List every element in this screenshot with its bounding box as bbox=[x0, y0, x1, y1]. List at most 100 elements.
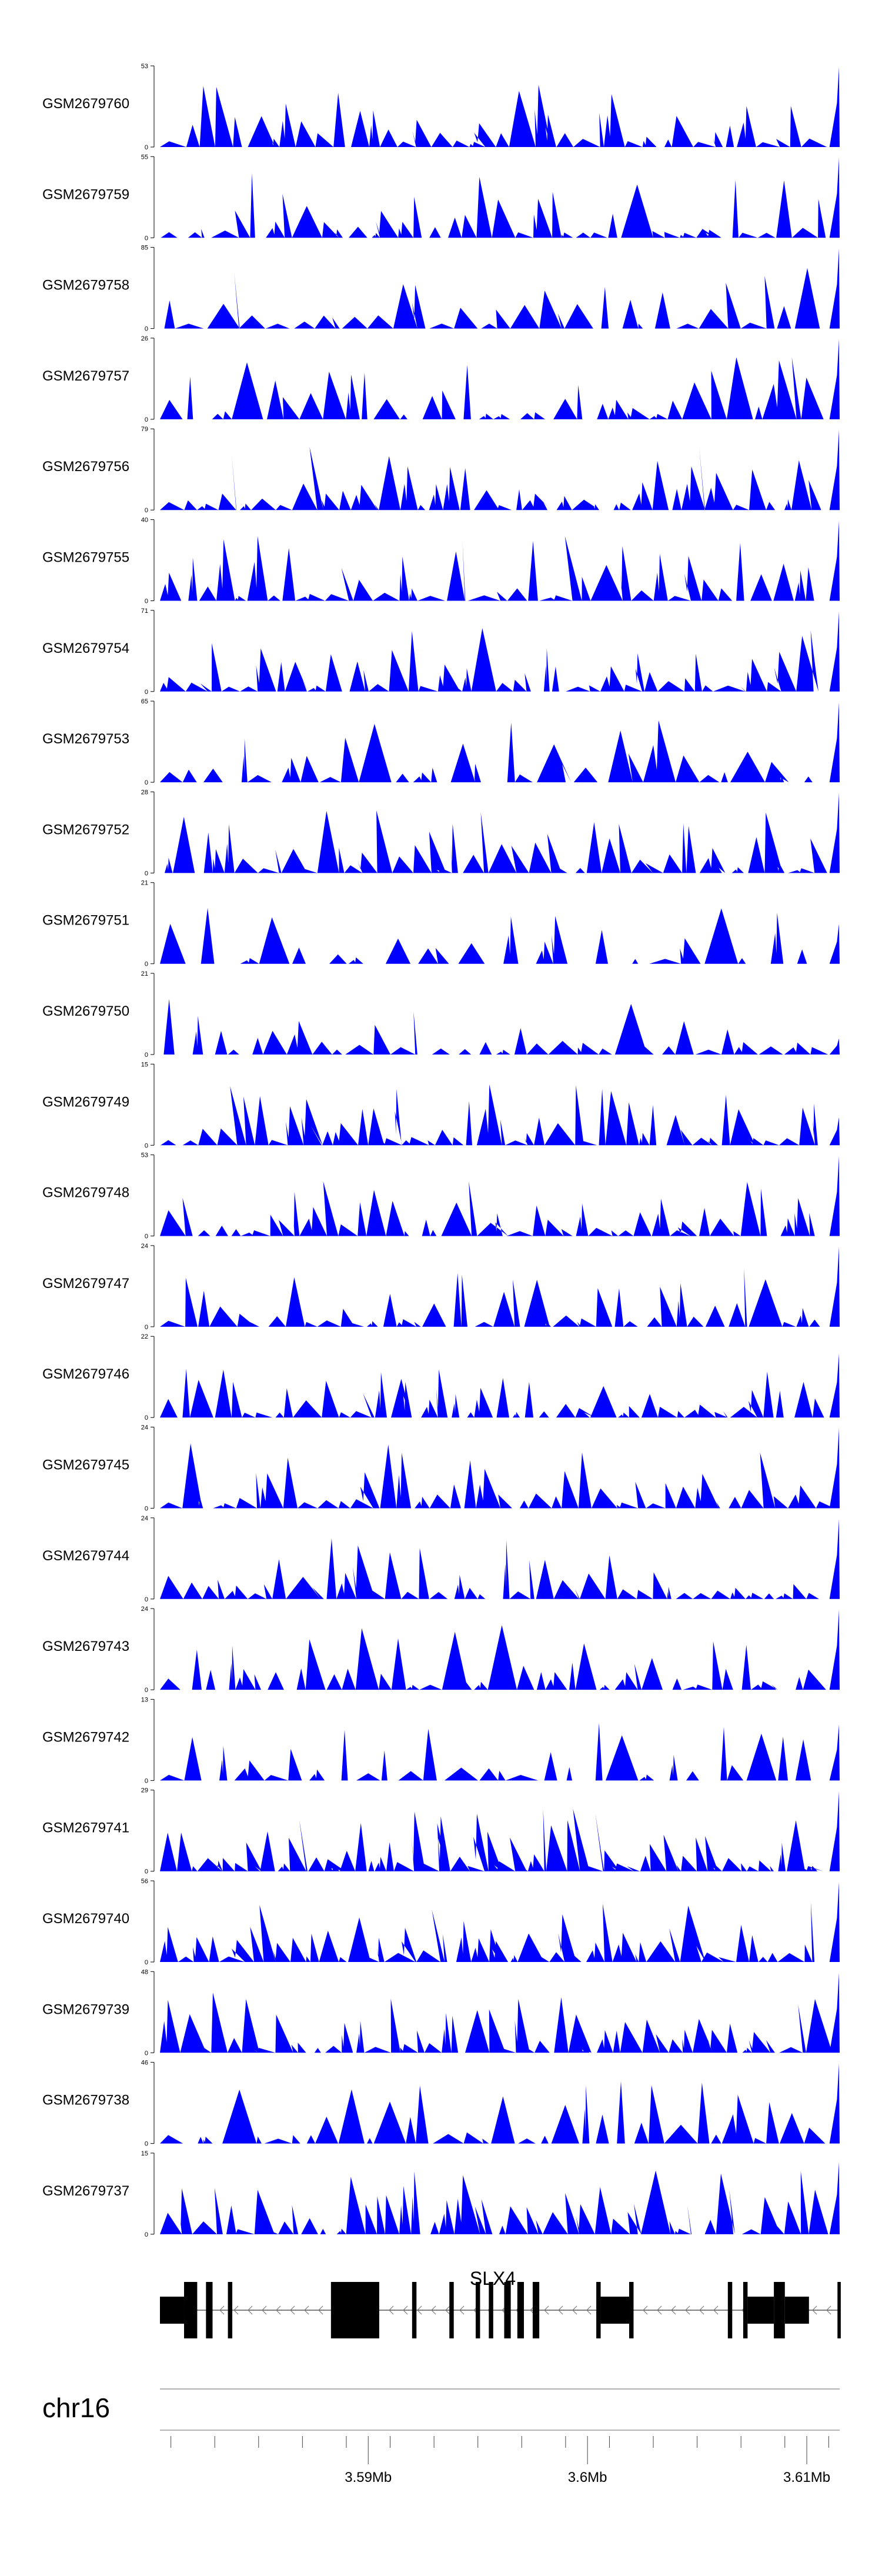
y-max-label: 48 bbox=[141, 1968, 148, 1976]
y-min-label: 0 bbox=[145, 2231, 148, 2238]
exon-cds bbox=[449, 2282, 454, 2338]
strand-arrow bbox=[572, 2305, 577, 2315]
coverage-area bbox=[160, 520, 840, 601]
strand-arrow bbox=[558, 2305, 563, 2315]
coverage-track: GSM2679747 24 0 bbox=[42, 1243, 840, 1331]
strand-arrow bbox=[233, 2305, 239, 2315]
coverage-area bbox=[160, 67, 840, 147]
strand-arrow bbox=[826, 2305, 831, 2315]
coverage-track: GSM2679754 71 0 bbox=[42, 608, 840, 696]
strand-arrow bbox=[685, 2305, 690, 2315]
y-max-label: 65 bbox=[141, 698, 148, 705]
coverage-track: GSM2679753 65 0 bbox=[42, 698, 840, 786]
exon-cds bbox=[727, 2282, 733, 2338]
coverage-track: GSM2679758 85 0 bbox=[42, 245, 840, 333]
y-max-label: 26 bbox=[141, 335, 148, 342]
coverage-track: GSM2679748 53 0 bbox=[42, 1152, 840, 1240]
strand-arrow bbox=[445, 2305, 450, 2315]
y-min-label: 0 bbox=[145, 779, 148, 786]
coverage-area bbox=[160, 1084, 840, 1146]
y-max-label: 56 bbox=[141, 1878, 148, 1885]
coverage-track: GSM2679756 79 0 bbox=[42, 426, 840, 514]
y-max-label: 53 bbox=[141, 63, 148, 70]
y-min-label: 0 bbox=[145, 2141, 148, 2148]
coverage-area bbox=[160, 999, 840, 1055]
strand-arrow bbox=[403, 2305, 408, 2315]
coverage-track: GSM2679759 55 0 bbox=[42, 154, 840, 242]
exon-cds bbox=[330, 2282, 379, 2338]
axis-tick-label: 3.59Mb bbox=[345, 2470, 392, 2485]
y-max-label: 53 bbox=[141, 1152, 148, 1159]
track-label: GSM2679743 bbox=[42, 1639, 129, 1654]
coverage-track: GSM2679737 15 0 bbox=[42, 2150, 840, 2238]
coverage-track: GSM2679760 53 0 bbox=[42, 63, 840, 151]
coverage-track: GSM2679744 24 0 bbox=[42, 1515, 840, 1603]
coverage-track: GSM2679750 21 0 bbox=[42, 970, 840, 1059]
track-label: GSM2679755 bbox=[42, 550, 129, 566]
coverage-track: GSM2679745 24 0 bbox=[42, 1424, 840, 1513]
coverage-track: GSM2679739 48 0 bbox=[42, 1968, 840, 2057]
coverage-track: GSM2679738 46 0 bbox=[42, 2060, 840, 2148]
y-max-label: 55 bbox=[141, 154, 148, 161]
coverage-track: GSM2679743 24 0 bbox=[42, 1606, 840, 1694]
strand-arrow bbox=[671, 2305, 676, 2315]
y-min-label: 0 bbox=[145, 144, 148, 151]
y-min-label: 0 bbox=[145, 1596, 148, 1603]
track-label: GSM2679747 bbox=[42, 1276, 129, 1292]
y-max-label: 28 bbox=[141, 789, 148, 796]
strand-arrow bbox=[219, 2305, 225, 2315]
track-label: GSM2679759 bbox=[42, 186, 129, 202]
coverage-area bbox=[160, 158, 840, 238]
coverage-area bbox=[160, 2162, 840, 2234]
y-min-label: 0 bbox=[145, 235, 148, 242]
strand-arrow bbox=[276, 2305, 281, 2315]
coverage-area bbox=[160, 1519, 840, 1599]
strand-arrow bbox=[431, 2305, 436, 2315]
axis-tick-label: 3.61Mb bbox=[783, 2470, 830, 2485]
chromosome-label: chr16 bbox=[42, 2393, 110, 2423]
y-min-label: 0 bbox=[145, 1687, 148, 1694]
y-min-label: 0 bbox=[145, 1959, 148, 1966]
y-min-label: 0 bbox=[145, 416, 148, 423]
track-label: GSM2679748 bbox=[42, 1185, 129, 1201]
strand-arrow bbox=[290, 2305, 295, 2315]
coverage-area bbox=[160, 248, 840, 329]
coverage-track: GSM2679757 26 0 bbox=[42, 335, 840, 423]
y-min-label: 0 bbox=[145, 1052, 148, 1059]
y-min-label: 0 bbox=[145, 870, 148, 877]
exon-utr bbox=[160, 2297, 185, 2324]
exon-cds bbox=[504, 2282, 511, 2338]
strand-arrow bbox=[657, 2305, 662, 2315]
y-max-label: 24 bbox=[141, 1515, 148, 1522]
strand-arrow bbox=[248, 2305, 253, 2315]
strand-arrow bbox=[812, 2305, 817, 2315]
track-label: GSM2679737 bbox=[42, 2183, 129, 2199]
track-label: GSM2679752 bbox=[42, 822, 129, 837]
coverage-area bbox=[160, 1246, 840, 1327]
y-max-label: 15 bbox=[141, 1061, 148, 1068]
track-label: GSM2679745 bbox=[42, 1457, 129, 1473]
coverage-area bbox=[160, 1723, 840, 1781]
exon-cds bbox=[774, 2282, 785, 2338]
y-min-label: 0 bbox=[145, 1506, 148, 1513]
exon-utr bbox=[784, 2297, 809, 2324]
strand-arrow bbox=[713, 2305, 719, 2315]
exon-cds bbox=[743, 2282, 748, 2338]
track-label: GSM2679753 bbox=[42, 731, 129, 747]
y-max-label: 22 bbox=[141, 1333, 148, 1340]
exon-cds bbox=[837, 2282, 841, 2338]
y-min-label: 0 bbox=[145, 1414, 148, 1422]
y-max-label: 71 bbox=[141, 608, 148, 615]
exon-cds bbox=[532, 2282, 540, 2338]
y-min-label: 0 bbox=[145, 1233, 148, 1240]
coverage-track: GSM2679751 21 0 bbox=[42, 880, 840, 968]
strand-arrow bbox=[544, 2305, 549, 2315]
track-label: GSM2679746 bbox=[42, 1366, 129, 1382]
y-min-label: 0 bbox=[145, 326, 148, 333]
strand-arrow bbox=[304, 2305, 309, 2315]
coverage-tracks: GSM2679760530GSM2679759550GSM2679758850G… bbox=[42, 63, 840, 2238]
coverage-area bbox=[160, 1973, 840, 2053]
coverage-area bbox=[160, 1428, 840, 1509]
y-max-label: 21 bbox=[141, 880, 148, 887]
